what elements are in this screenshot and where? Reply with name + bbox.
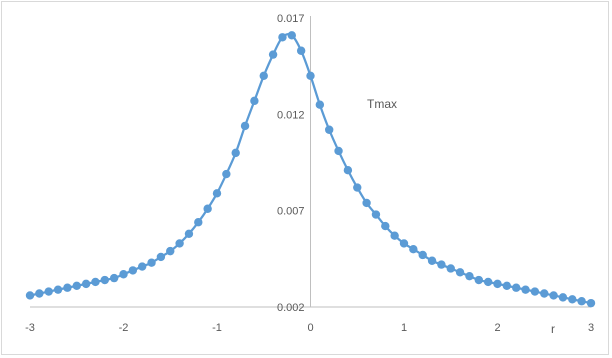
data-point <box>119 270 128 279</box>
data-point <box>212 189 222 198</box>
x-axis-label: r <box>551 322 555 336</box>
data-point <box>558 293 568 302</box>
data-point <box>371 210 381 219</box>
x-tick-label: 2 <box>494 322 500 334</box>
data-point <box>296 46 306 55</box>
x-tick-label: 0 <box>307 322 313 334</box>
data-point <box>586 298 596 308</box>
data-point <box>25 291 35 300</box>
data-point <box>268 50 278 59</box>
data-point <box>147 258 156 267</box>
data-point <box>437 260 446 269</box>
data-point <box>138 262 147 271</box>
y-tick-label: 0.002 <box>277 302 305 314</box>
x-tick-label: 1 <box>401 322 407 334</box>
y-tick-label: 0.007 <box>277 206 305 218</box>
data-point <box>287 31 296 40</box>
data-point <box>109 273 119 283</box>
data-point <box>325 125 334 134</box>
data-point <box>128 266 138 275</box>
x-tick-label: -1 <box>212 322 222 334</box>
data-point <box>250 96 259 106</box>
data-point <box>530 287 540 296</box>
data-point <box>194 218 203 227</box>
data-point <box>512 283 521 292</box>
data-point <box>315 100 325 109</box>
data-point <box>502 281 512 291</box>
data-point <box>390 231 399 240</box>
data-point <box>53 285 63 294</box>
data-point <box>175 239 184 248</box>
data-point <box>353 183 362 192</box>
data-point <box>306 71 315 81</box>
data-point <box>240 121 250 131</box>
data-point <box>259 71 268 81</box>
y-tick-label: 0.017 <box>277 13 305 25</box>
y-tick-label: 0.012 <box>277 109 305 121</box>
data-point <box>493 279 502 289</box>
data-point <box>474 275 483 285</box>
data-point <box>44 287 53 296</box>
x-tick-label: -3 <box>25 322 35 334</box>
data-point <box>540 289 549 298</box>
data-point <box>63 283 72 292</box>
data-point <box>35 289 44 298</box>
data-point <box>418 250 427 260</box>
data-point <box>399 239 409 248</box>
data-point <box>334 146 343 156</box>
data-points <box>25 31 596 308</box>
data-point <box>446 264 455 273</box>
data-point <box>91 277 100 287</box>
tick-labels: -3 -2 -1 0 1 2 3 0.002 0.007 0.012 0.017 <box>25 13 594 334</box>
data-point <box>156 252 166 262</box>
data-point <box>231 148 240 158</box>
data-point <box>184 229 194 238</box>
data-point <box>72 281 81 291</box>
data-point <box>521 285 530 294</box>
data-point <box>222 169 231 179</box>
data-point <box>455 268 465 277</box>
data-point <box>577 297 586 306</box>
x-tick-label: 3 <box>588 322 594 334</box>
data-point <box>465 271 474 281</box>
data-point <box>362 198 371 208</box>
data-point <box>568 295 577 304</box>
data-point <box>81 279 91 289</box>
data-point <box>381 221 390 231</box>
data-point <box>483 277 493 287</box>
x-tick-label: -2 <box>119 322 129 334</box>
data-point <box>427 256 437 265</box>
data-point <box>409 245 418 254</box>
data-point <box>343 166 353 175</box>
data-point <box>549 291 558 300</box>
axes <box>30 16 591 308</box>
series-label: Tmax <box>367 97 397 111</box>
data-point <box>278 33 287 42</box>
data-point <box>100 275 110 285</box>
data-point <box>166 246 175 256</box>
data-point <box>203 204 212 213</box>
